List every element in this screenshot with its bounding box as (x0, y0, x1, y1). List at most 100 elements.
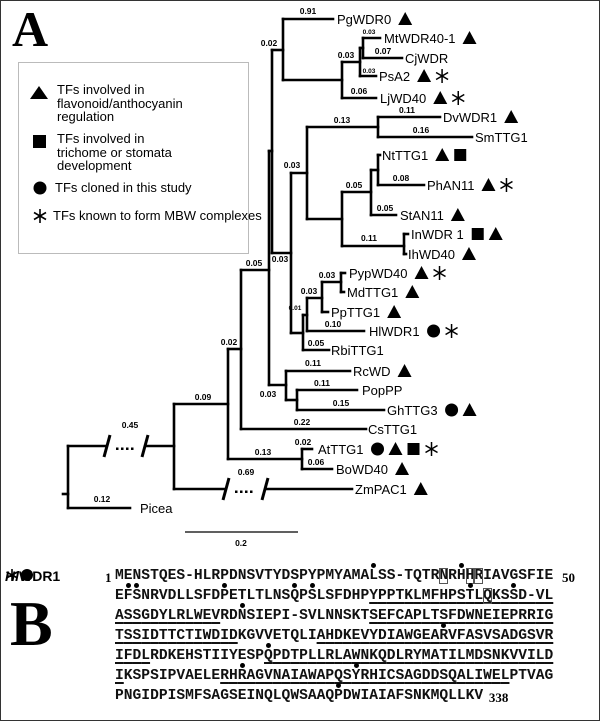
residue: G (413, 668, 422, 684)
residue: V (158, 588, 168, 604)
sequence-start-number: 1 (105, 570, 112, 585)
residue: Y (272, 568, 282, 584)
residue: I (377, 668, 387, 684)
circle-icon (445, 403, 459, 417)
residue: Y (307, 568, 317, 584)
residue: E (193, 668, 203, 684)
residue: N (272, 668, 282, 684)
residue: - (526, 588, 536, 604)
residue: A (430, 628, 440, 644)
circle-icon (33, 181, 47, 195)
branch-length-label: 0.03 (260, 389, 277, 399)
leaf-label: PhAN11 (427, 178, 474, 193)
residue: D (342, 688, 352, 704)
branch-length-label: 0.22 (294, 417, 311, 427)
triangle-icon (488, 227, 503, 240)
residue: T (115, 628, 124, 644)
asterisk-icon (445, 324, 458, 338)
residue: S (404, 688, 414, 704)
branch-length-label: 0.11 (361, 233, 377, 243)
legend: TFs involved in flavonoid/anthocyanin regu… (18, 62, 262, 254)
residue: P (360, 588, 370, 604)
residue: W (404, 628, 414, 644)
residue: M (185, 688, 194, 704)
residue: L (202, 668, 212, 684)
residue: F (395, 688, 405, 704)
residue: C (176, 628, 186, 644)
residue: P (448, 588, 457, 604)
asterisk-and-circle-icon (6, 569, 33, 581)
residue: E (167, 568, 177, 584)
branch-length-label: 0.05 (377, 203, 394, 213)
leaf-label: PopPP (362, 383, 402, 398)
residue: K (167, 648, 177, 664)
legend-text: TFs involved in (57, 131, 145, 146)
branch-break-mark (221, 477, 231, 501)
residue: G (413, 628, 422, 644)
residue: S (141, 568, 151, 584)
residue: N (255, 688, 265, 704)
branch-length-label: 0.03 (319, 270, 336, 280)
residue: L (334, 648, 343, 664)
leaf-label: MtWDR40-1 (384, 31, 456, 46)
phosphosite-dot (292, 583, 298, 588)
residue: K (237, 628, 247, 644)
residue: N (237, 568, 247, 584)
residue: H (193, 568, 203, 584)
residue: S (132, 628, 142, 644)
leaf-label: Picea (140, 501, 173, 516)
legend-text: trichome or stomata (57, 144, 172, 160)
residue: L (448, 688, 457, 704)
branch-length-label: 0.03 (338, 50, 355, 60)
residue: V (360, 628, 370, 644)
residue: S (386, 568, 396, 584)
residue: K (491, 588, 501, 604)
residue: T (518, 668, 527, 684)
residue: L (202, 568, 212, 584)
leaf-label: LjWD40 (380, 91, 426, 106)
residue: V (264, 628, 273, 644)
residue: H (185, 648, 194, 664)
residue: D (518, 588, 527, 604)
residue: M (421, 588, 431, 604)
leaf-label: InWDR 1 (411, 227, 464, 242)
residue: A (430, 648, 440, 664)
residue: P (115, 688, 124, 704)
residue: L (413, 588, 422, 604)
residue: D (281, 648, 291, 664)
residue: D (211, 588, 221, 604)
residue: W (483, 668, 492, 684)
residue: Y (352, 663, 360, 684)
branch-length-label: 0.15 (333, 398, 350, 408)
residue: G (544, 668, 554, 684)
residue: S (176, 688, 186, 704)
branch-break-dot (235, 490, 238, 493)
residue: K (123, 668, 133, 684)
residue: P (377, 588, 387, 604)
residue: N (272, 588, 282, 604)
leaf-markers (371, 12, 519, 495)
residue: A (342, 568, 352, 584)
residue: E (491, 668, 501, 684)
branch-length-label: 0.07 (375, 46, 392, 56)
residue: Y (228, 648, 238, 664)
residue: Q (281, 688, 291, 704)
residue: D (158, 648, 168, 664)
residue: R (404, 648, 414, 664)
residue: R (220, 608, 229, 624)
branch-break-mark (260, 477, 270, 501)
residue: D (334, 628, 343, 644)
residue: G (509, 568, 519, 584)
residue: I (474, 668, 484, 684)
residue: S (377, 568, 387, 584)
branch-length-label: 0.01 (289, 305, 302, 312)
residue: V (255, 568, 265, 584)
asterisk-icon (451, 91, 465, 105)
triangle-icon (388, 442, 403, 455)
panel-a-label: A (12, 1, 48, 57)
tree-branches (61, 17, 474, 510)
branch-length-label: 0.06 (351, 86, 368, 96)
residue: T (167, 628, 177, 644)
residue: L (456, 648, 466, 664)
asterisk-icon (433, 266, 446, 280)
